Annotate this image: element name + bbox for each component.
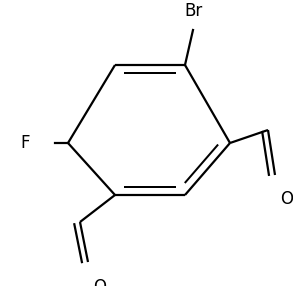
Text: O: O: [280, 190, 293, 208]
Text: Br: Br: [184, 2, 202, 20]
Text: O: O: [93, 278, 106, 286]
Text: F: F: [21, 134, 30, 152]
